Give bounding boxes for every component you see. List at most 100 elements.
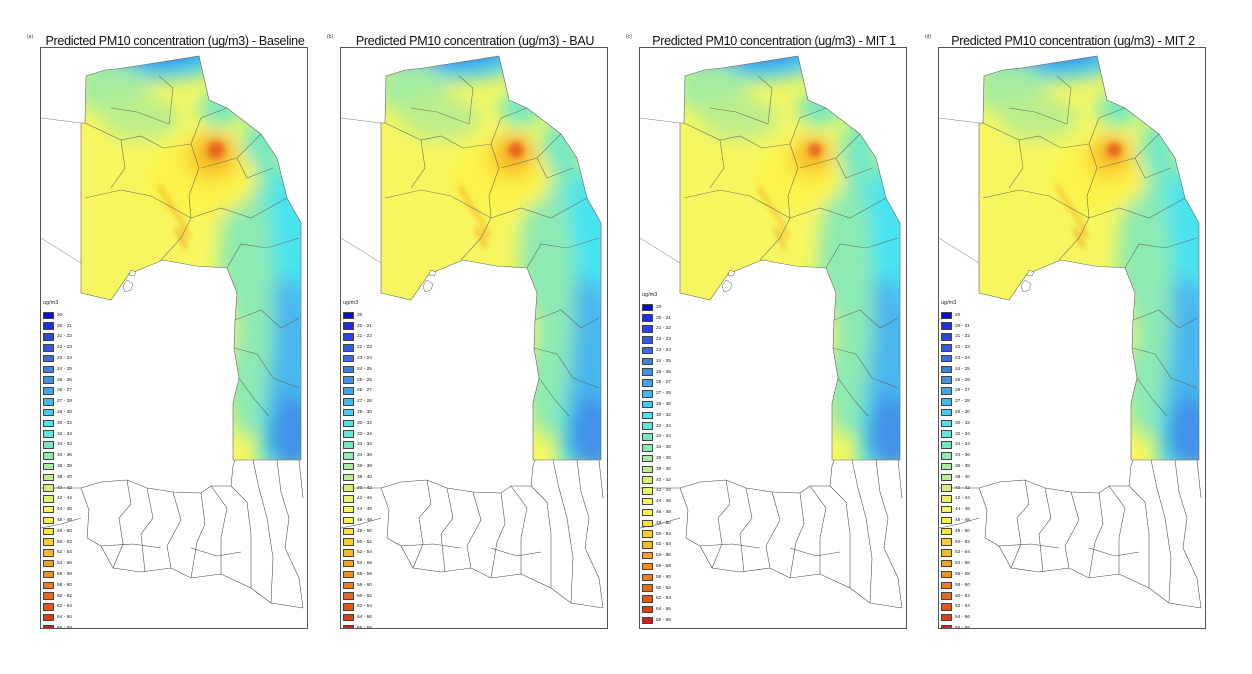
legend-label: 27 - 28	[656, 391, 671, 397]
legend-swatch	[941, 624, 952, 628]
legend-swatch	[642, 595, 653, 603]
legend-swatch	[43, 505, 54, 514]
legend-label: 54 - 56	[955, 561, 970, 567]
legend-label: 34 - 34	[656, 434, 671, 440]
legend-entry: 34 - 34	[343, 440, 403, 451]
legend-label: 48 - 50	[57, 528, 72, 534]
legend-entry: 52 - 54	[343, 548, 403, 559]
concentration-map	[939, 55, 1202, 609]
legend-entry: 38 - 40	[642, 464, 702, 475]
legend-label: 20 - 21	[955, 323, 970, 329]
legend-swatch	[642, 314, 653, 322]
legend-entry: 25 - 26	[343, 375, 403, 386]
district-boundary	[1088, 547, 1140, 557]
district-boundary	[80, 459, 304, 609]
legend-entry: 30 - 32	[642, 410, 702, 421]
district-boundary	[1088, 492, 1104, 579]
legend-label: 46 - 48	[357, 518, 372, 524]
legend-label: 38 - 40	[357, 474, 372, 480]
district-boundary	[679, 459, 903, 609]
legend-entry: 44 - 46	[941, 504, 1001, 515]
district-boundary	[1174, 459, 1202, 609]
legend-label: 54 - 56	[57, 561, 72, 567]
legend-swatch	[43, 559, 54, 568]
legend-label: 21 - 22	[357, 334, 372, 340]
legend-entry: 46 - 48	[642, 507, 702, 518]
legend-label: 46 - 48	[57, 518, 72, 524]
legend-label: 25 - 26	[57, 377, 72, 383]
legend-entry: 20 - 21	[43, 321, 103, 332]
legend-label: 34 - 34	[955, 442, 970, 448]
legend-swatch	[642, 465, 653, 474]
legend-label: 52 - 54	[656, 542, 671, 548]
legend-swatch	[343, 603, 354, 611]
legend-label: 58 - 60	[357, 582, 372, 588]
legend-swatch	[642, 433, 653, 441]
legend-label: 25 - 26	[955, 377, 970, 383]
legend-label: 23 - 24	[955, 356, 970, 362]
legend-label: 52 - 54	[57, 550, 72, 556]
legend-swatch	[642, 422, 653, 430]
legend-label: 22 - 23	[955, 345, 970, 351]
legend-entry: 21 - 22	[642, 324, 702, 335]
legend-swatch	[941, 344, 952, 352]
legend-swatch	[343, 398, 354, 406]
district-boundary	[939, 517, 980, 529]
legend-entry: 46 - 48	[941, 515, 1001, 526]
legend-label: 20 - 21	[57, 323, 72, 329]
legend-entry: 27 - 28	[642, 388, 702, 399]
legend-swatch	[43, 613, 54, 622]
legend-entry: 64 - 66	[642, 604, 702, 615]
legend-label: 42 - 44	[57, 496, 72, 502]
district-boundary	[897, 459, 903, 499]
legend-swatch	[941, 387, 952, 395]
legend-label: 44 - 46	[955, 507, 970, 513]
legend-swatch	[43, 354, 54, 363]
legend-entry: 22 - 23	[43, 342, 103, 353]
legend-label: 28 - 30	[357, 410, 372, 416]
legend-entry: 34 - 36	[43, 450, 103, 461]
legend-label: 42 - 44	[656, 488, 671, 494]
legend-entry: 58 - 60	[642, 572, 702, 583]
legend-label: 32 - 34	[57, 431, 72, 437]
legend-entry: 50 - 52	[43, 537, 103, 548]
legend-label: 60 - 62	[955, 593, 970, 599]
legend-label: 50 - 52	[57, 539, 72, 545]
legend-entry: 26 - 27	[343, 386, 403, 397]
legend-entry: 42 - 44	[941, 494, 1001, 505]
legend-label: 38 - 40	[57, 474, 72, 480]
legend-entry: 38 - 40	[343, 472, 403, 483]
legend-swatch	[43, 322, 54, 330]
legend-swatch	[43, 549, 54, 557]
legend-entry: 32 - 34	[343, 429, 403, 440]
legend-label: 44 - 46	[656, 499, 671, 505]
legend-label: 60 - 62	[357, 593, 372, 599]
legend-entry: 23 - 24	[43, 353, 103, 364]
legend-swatch	[642, 476, 653, 484]
legend-swatch	[642, 497, 653, 506]
legend-entry: 40 - 42	[642, 475, 702, 486]
legend-label: 26 - 27	[357, 388, 372, 394]
legend-entry: 28 - 30	[941, 407, 1001, 418]
legend-swatch	[343, 549, 354, 557]
legend-label: 22 - 23	[656, 337, 671, 343]
legend-swatch	[343, 527, 354, 536]
legend-entry: 62 - 64	[43, 602, 103, 613]
legend-swatch	[343, 376, 354, 384]
district-boundary	[210, 485, 228, 574]
legend-label: 66 - 68	[357, 626, 372, 629]
legend-entry: 44 - 46	[43, 504, 103, 515]
legend-entry: 60 - 62	[43, 591, 103, 602]
legend-entry: 24 - 25	[642, 356, 702, 367]
legend-swatch	[941, 311, 952, 320]
legend-swatch	[43, 592, 54, 600]
legend-entry: 64 - 66	[43, 612, 103, 623]
district-boundary	[440, 487, 454, 573]
legend-swatch	[941, 473, 952, 482]
legend-swatch	[642, 400, 653, 409]
legend-label: 56 - 58	[656, 564, 671, 570]
legend-swatch	[343, 430, 354, 438]
legend-entry: 56 - 58	[642, 561, 702, 572]
legend-label: 34 - 36	[955, 453, 970, 459]
legend-label: 30 - 32	[57, 420, 72, 426]
